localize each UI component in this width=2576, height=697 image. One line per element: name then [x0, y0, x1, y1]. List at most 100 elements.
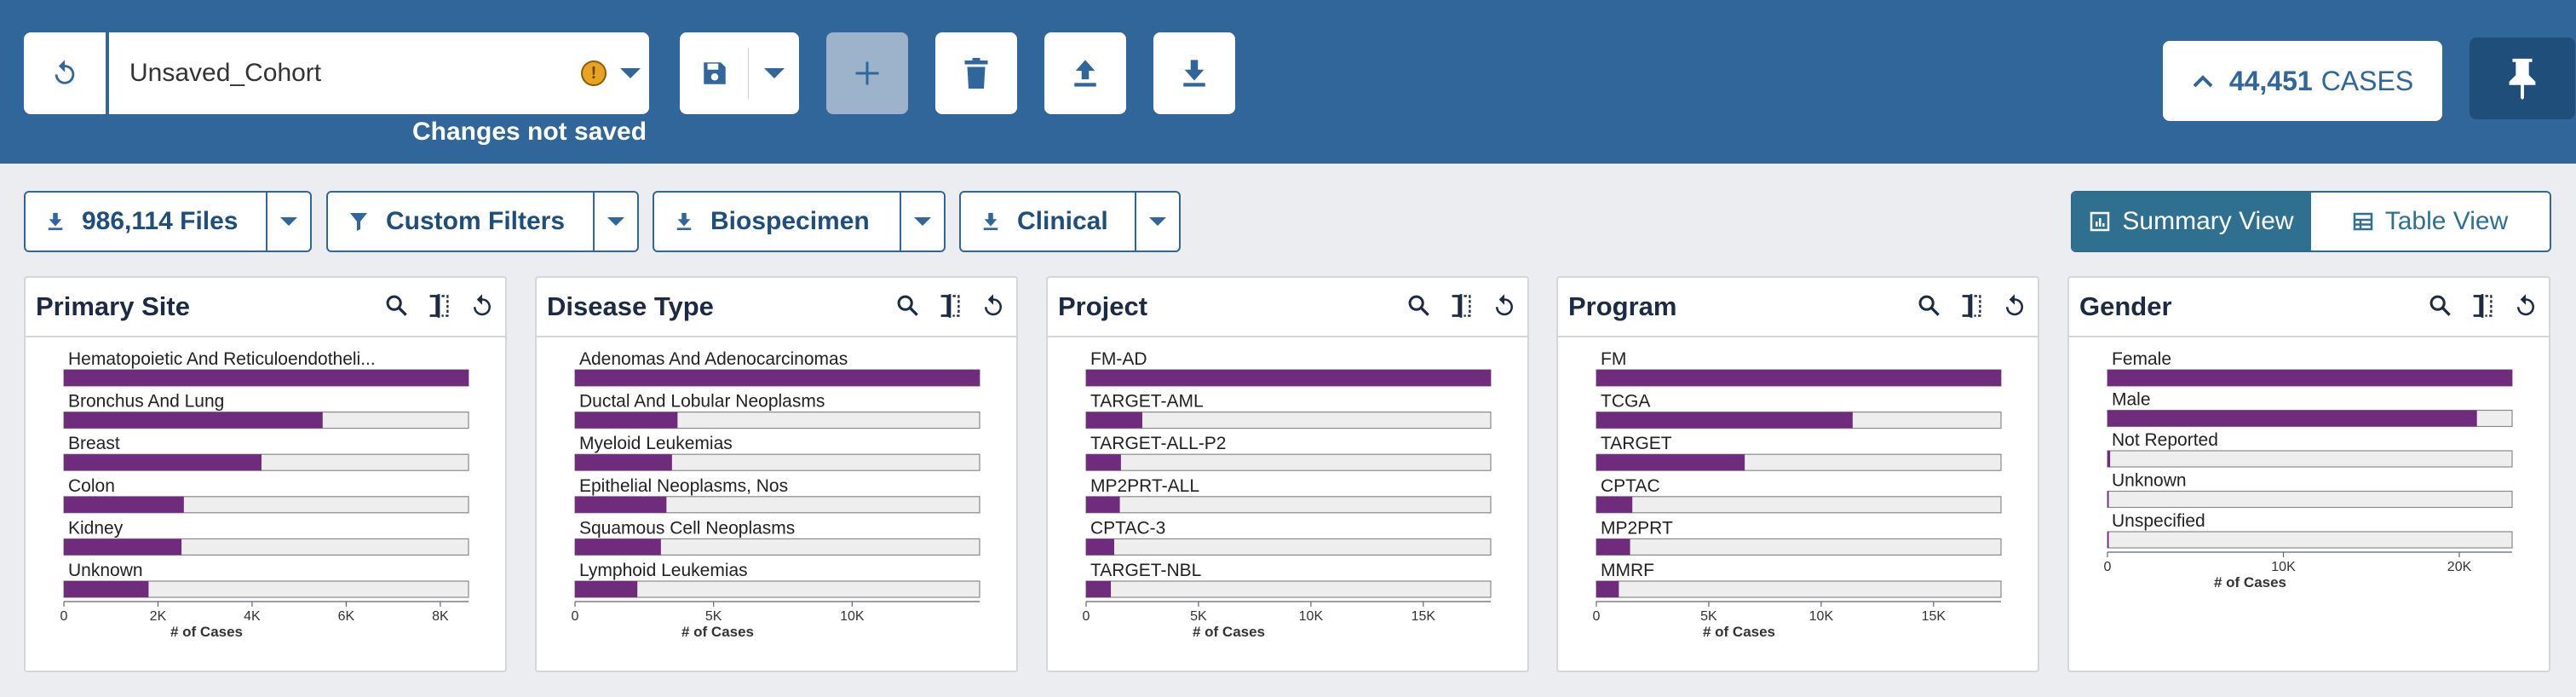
bar[interactable]: [1086, 581, 1112, 597]
x-tick-label: 20K: [2447, 560, 2472, 574]
chart-card: Gender Female Male Not Reported Unknown Unspe…: [2067, 276, 2550, 672]
search-icon[interactable]: [1917, 293, 1941, 317]
x-tick-label: 0: [60, 609, 68, 624]
bar[interactable]: [1596, 370, 2001, 386]
save-cohort-button[interactable]: [680, 32, 799, 114]
bar[interactable]: [64, 370, 469, 386]
bar[interactable]: [64, 539, 182, 556]
bar[interactable]: [1596, 539, 1630, 556]
chart-card-actions: [895, 293, 1006, 319]
files-download-button[interactable]: 986,114 Files: [24, 191, 312, 252]
bar-label: MP2PRT: [1601, 518, 1673, 538]
search-icon[interactable]: [1406, 293, 1430, 317]
filter-icon: [350, 213, 367, 231]
files-options-dropdown[interactable]: [266, 193, 310, 251]
files-label: 986,114 Files: [82, 207, 239, 235]
new-cohort-button[interactable]: [826, 32, 908, 114]
bar[interactable]: [64, 581, 149, 597]
compare-icon[interactable]: [2470, 293, 2494, 319]
cohort-name-dropdown[interactable]: Unsaved_Cohort !: [109, 32, 649, 114]
bar[interactable]: [2107, 370, 2512, 386]
bar[interactable]: [575, 454, 672, 471]
clinical-options-dropdown[interactable]: [1135, 193, 1179, 251]
bar[interactable]: [64, 454, 262, 471]
search-icon[interactable]: [384, 293, 408, 317]
bar-label: CPTAC: [1601, 476, 1660, 496]
bar-label: Unknown: [2112, 471, 2187, 491]
bar[interactable]: [1086, 370, 1491, 386]
bar[interactable]: [1086, 454, 1121, 471]
undo-icon[interactable]: [2513, 293, 2539, 319]
upload-icon: [1074, 60, 1096, 87]
table-view-button[interactable]: Table View: [2311, 193, 2550, 251]
compare-icon[interactable]: [938, 293, 962, 319]
x-axis-label: # of Cases: [681, 624, 754, 640]
caret-down-icon: [280, 217, 297, 226]
bar[interactable]: [1086, 539, 1114, 556]
delete-cohort-button[interactable]: [935, 32, 1017, 114]
bar-label: Myeloid Leukemias: [579, 434, 733, 453]
chart-title: Disease Type: [547, 291, 714, 321]
bar-label: TCGA: [1601, 392, 1650, 412]
bar[interactable]: [1596, 581, 1619, 597]
clinical-download-button[interactable]: Clinical: [959, 191, 1181, 252]
save-status-text: Changes not saved: [412, 118, 647, 146]
chevron-up-icon: [2193, 75, 2213, 88]
bar[interactable]: [2107, 410, 2477, 427]
chart-title: Primary Site: [36, 291, 190, 321]
search-icon[interactable]: [2428, 293, 2452, 317]
undo-icon[interactable]: [2002, 293, 2027, 319]
summary-view-button[interactable]: Summary View: [2073, 193, 2311, 251]
chart-title: Project: [1058, 291, 1148, 321]
custom-filters-label: Custom Filters: [386, 207, 566, 235]
bar[interactable]: [575, 370, 980, 386]
bar[interactable]: [2107, 451, 2111, 467]
x-tick-label: 4K: [244, 609, 261, 624]
compare-icon[interactable]: [1449, 293, 1473, 319]
bar[interactable]: [1086, 412, 1142, 429]
bar-track: [2107, 531, 2513, 549]
discard-changes-button[interactable]: [24, 32, 109, 114]
bar-label: Epithelial Neoplasms, Nos: [579, 476, 788, 496]
search-icon[interactable]: [895, 293, 919, 317]
biospecimen-options-dropdown[interactable]: [900, 193, 944, 251]
x-tick-label: 0: [1593, 609, 1601, 624]
bar[interactable]: [2107, 491, 2109, 508]
pin-header-button[interactable]: [2470, 37, 2575, 119]
undo-icon[interactable]: [469, 293, 495, 319]
bar-track: [2107, 450, 2513, 468]
undo-icon[interactable]: [980, 293, 1006, 319]
chart-title: Program: [1568, 291, 1677, 321]
bar[interactable]: [575, 496, 667, 513]
bar[interactable]: [1596, 454, 1745, 471]
bar[interactable]: [1596, 496, 1633, 513]
bar-label: Unknown: [68, 561, 143, 580]
chart-card: Program FM TCGA TARGET CPTAC MP2PRT MMRF 0 5K 10K…: [1556, 276, 2039, 672]
custom-filters-button[interactable]: Custom Filters: [326, 191, 639, 252]
undo-icon[interactable]: [1492, 293, 1517, 319]
biospecimen-label: Biospecimen: [710, 207, 870, 235]
bar[interactable]: [575, 412, 678, 429]
bar[interactable]: [575, 539, 661, 556]
x-tick-label: 5K: [1700, 609, 1717, 624]
chart-card-header: Gender: [2069, 278, 2549, 337]
bar[interactable]: [2107, 532, 2109, 548]
custom-filters-dropdown[interactable]: [593, 193, 637, 251]
compare-icon[interactable]: [427, 293, 451, 319]
bar-label: Squamous Cell Neoplasms: [579, 518, 795, 538]
export-cohort-button[interactable]: [1153, 32, 1235, 114]
bar[interactable]: [1086, 496, 1120, 513]
chart-card-header: Project: [1048, 278, 1527, 337]
biospecimen-download-button[interactable]: Biospecimen: [653, 191, 946, 252]
bar[interactable]: [64, 412, 323, 429]
compare-icon[interactable]: [1959, 293, 1983, 319]
bar[interactable]: [64, 496, 184, 513]
case-count-toggle[interactable]: 44,451 CASES: [2163, 41, 2442, 121]
chart-card-actions: [384, 293, 495, 319]
bar[interactable]: [1596, 412, 1853, 429]
save-options-caret-icon[interactable]: [764, 68, 785, 78]
bar[interactable]: [575, 581, 638, 597]
bar-label: CPTAC-3: [1090, 518, 1165, 538]
x-axis-label: # of Cases: [170, 624, 243, 640]
import-cohort-button[interactable]: [1044, 32, 1126, 114]
